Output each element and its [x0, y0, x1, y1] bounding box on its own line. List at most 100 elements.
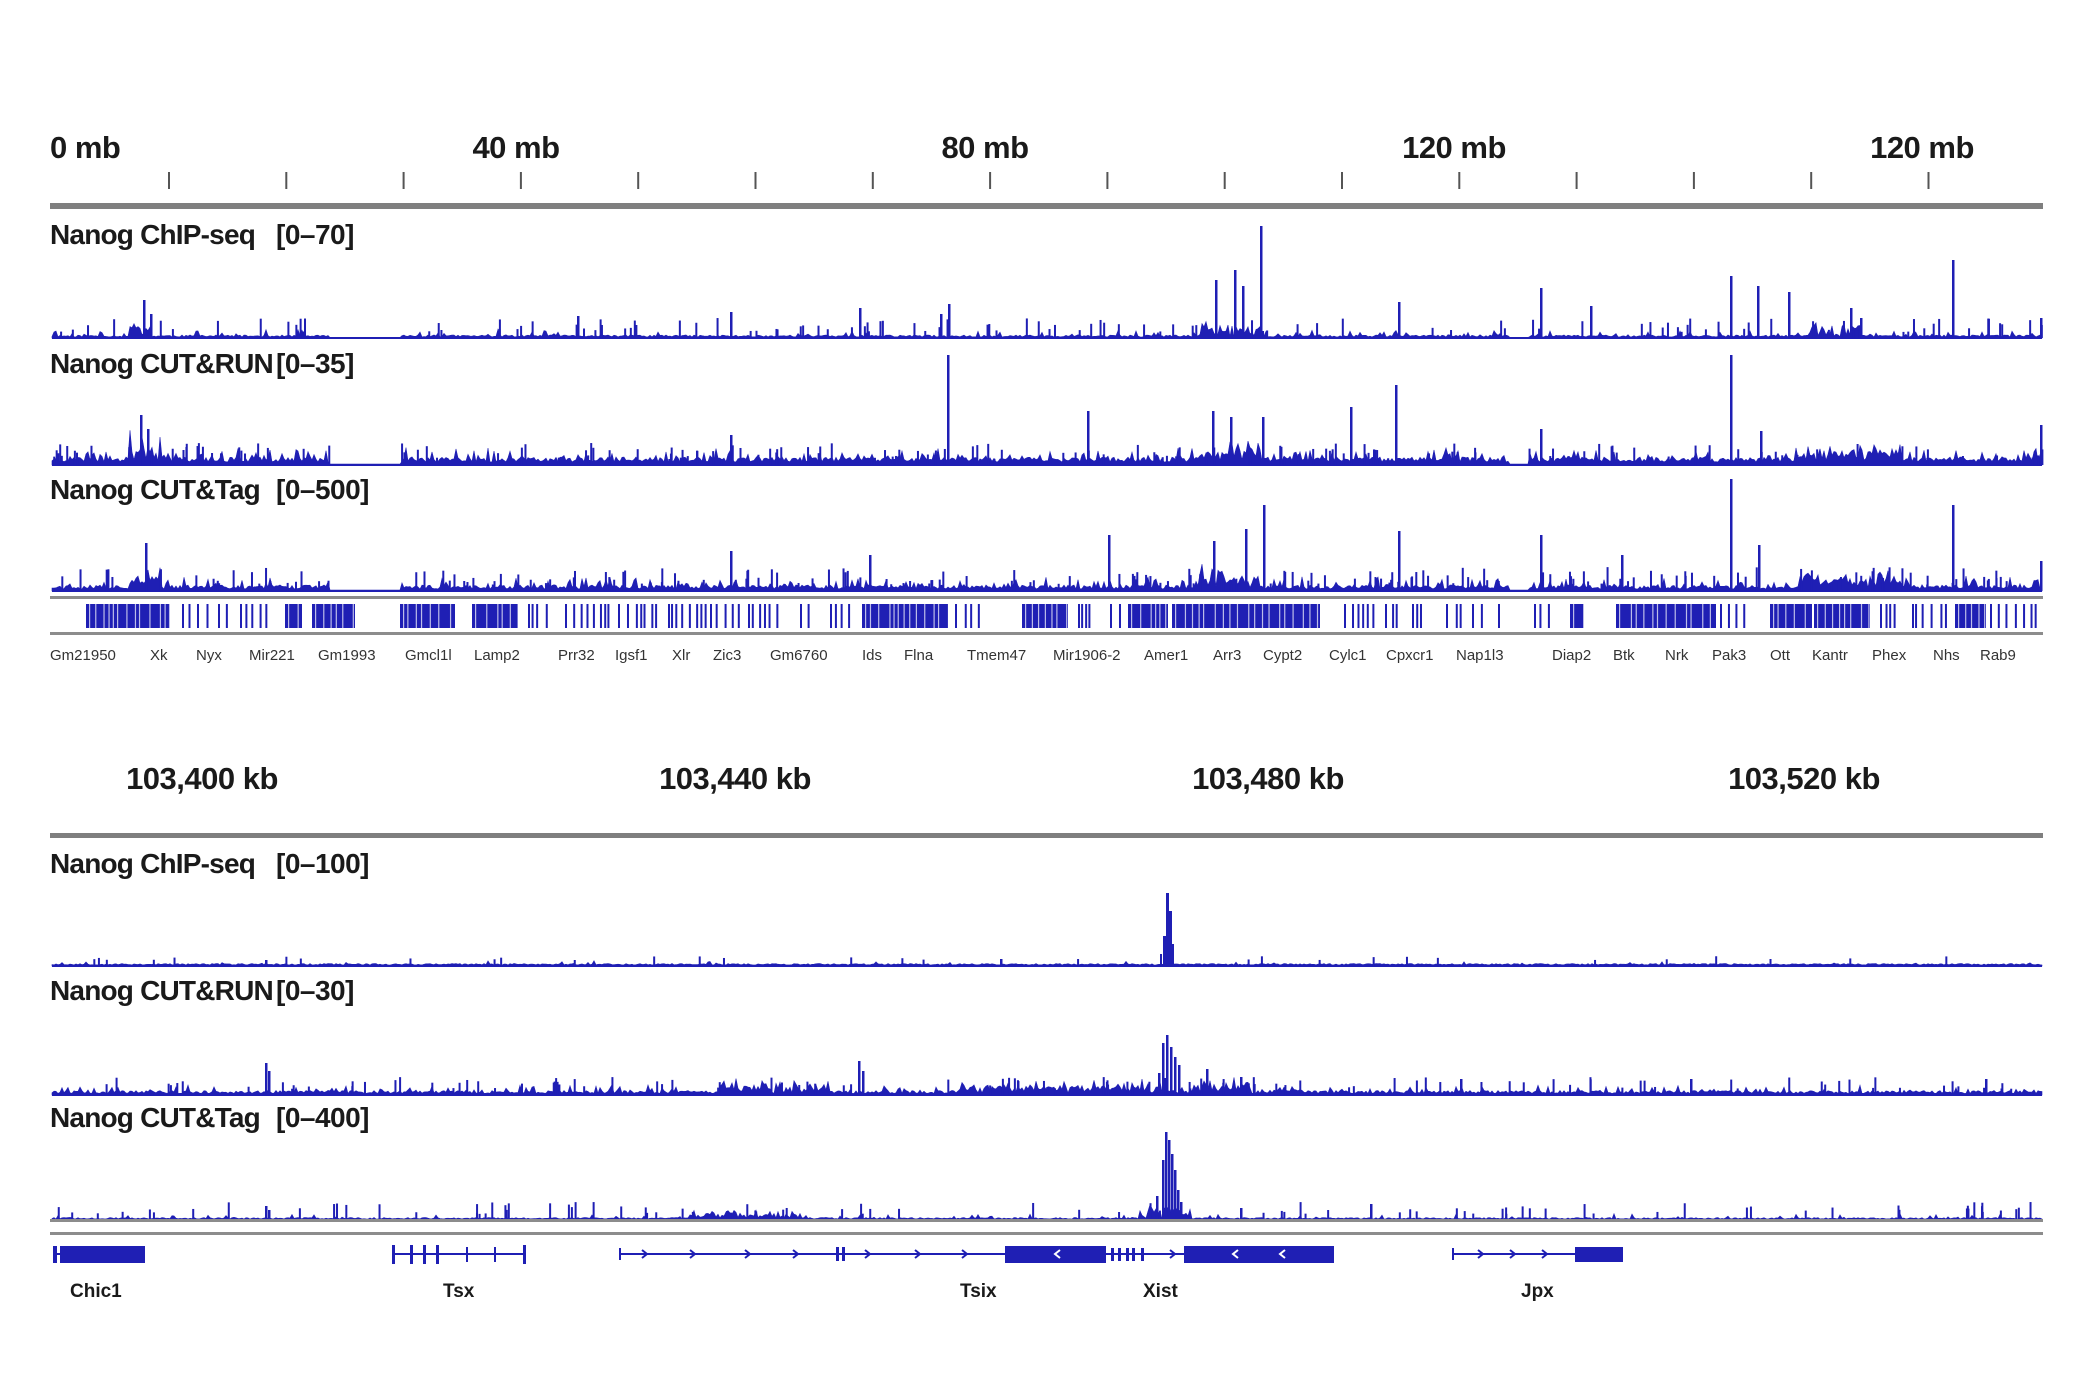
strand-arrow: [689, 1249, 697, 1259]
signal-peak: [544, 583, 547, 591]
signal-peak: [1582, 571, 1585, 591]
signal-peak: [870, 457, 873, 465]
signal-peak: [1369, 571, 1372, 591]
signal-peak: [1736, 1088, 1739, 1095]
gene-feature: [2005, 604, 2008, 628]
signal-peak: [57, 1207, 60, 1220]
signal-peak: [776, 329, 779, 338]
signal-profile: [51, 564, 2043, 592]
signal-peak: [1405, 956, 1408, 966]
signal-peak: [629, 327, 632, 338]
ruler-label: 40 mb: [472, 130, 559, 165]
gene-feature-gap: [1309, 604, 1311, 628]
signal-peak: [105, 569, 108, 591]
gene-feature-gap: [1630, 604, 1633, 628]
signal-peak: [1372, 957, 1375, 966]
signal-peak: [250, 572, 253, 591]
signal-peak: [484, 1213, 487, 1220]
signal-peak: [1178, 447, 1181, 465]
signal-peak: [716, 318, 719, 338]
signal-peak: [1923, 328, 1926, 338]
signal-peak: [1280, 1210, 1283, 1220]
ruler-tick: [637, 172, 640, 189]
bottom-gene-track: [50, 1219, 2043, 1264]
signal-peak: [1393, 1078, 1396, 1095]
signal-peak: [476, 1204, 479, 1220]
signal-peak: [1996, 455, 1999, 465]
signal-peak: [624, 328, 627, 338]
signal-peak: [1983, 576, 1986, 591]
signal-peak: [2041, 449, 2044, 465]
gene-feature: [763, 604, 766, 628]
signal-peak: [583, 328, 586, 338]
signal-peak: [698, 956, 701, 966]
signal-peak: [1212, 411, 1215, 465]
signal-peak: [695, 322, 698, 338]
signal-peak: [783, 583, 786, 591]
signal-peak: [1168, 1140, 1171, 1220]
signal-peak: [1188, 568, 1191, 591]
signal-peak: [989, 1085, 992, 1095]
signal-peak: [842, 1085, 845, 1095]
signal-peak: [622, 571, 625, 591]
signal-peak: [79, 569, 82, 591]
signal-peak: [1831, 1207, 1834, 1220]
signal-peak: [1250, 329, 1253, 338]
signal-peak: [1200, 1078, 1203, 1095]
signal-peak: [686, 456, 689, 465]
signal-peak: [1415, 1080, 1418, 1095]
gene-feature-gap: [1131, 604, 1133, 628]
signal-peak: [159, 320, 162, 338]
signal-peak: [147, 429, 150, 465]
signal-peak: [1262, 417, 1265, 465]
gene-feature: [731, 604, 734, 628]
gene-feature-gap: [315, 604, 317, 628]
signal-peak: [1666, 322, 1669, 338]
gene-feature: [2014, 604, 2017, 628]
gene-feature-gap: [1031, 604, 1033, 628]
signal-peak: [269, 581, 272, 591]
gene-feature: [285, 604, 302, 628]
gene-feature: [1385, 604, 1387, 628]
gene-label: Xlr: [672, 647, 690, 664]
gene-feature: [188, 604, 191, 628]
gene-label: Btk: [1613, 647, 1635, 664]
signal-peak: [775, 328, 778, 338]
signal-peak: [841, 1209, 844, 1220]
gene-feature-gap: [915, 604, 917, 628]
exon-block: [436, 1245, 439, 1264]
signal-peak: [1684, 575, 1687, 591]
signal-peak: [745, 578, 748, 591]
gene-track-border-bottom: [50, 632, 2043, 635]
signal-peak: [1951, 582, 1954, 591]
signal-peak: [71, 1212, 74, 1220]
track-name: Nanog CUT&Tag: [50, 474, 260, 505]
gene-label: Xist: [1143, 1281, 1179, 1302]
exon-block: [836, 1247, 839, 1261]
gene-label: Phex: [1872, 647, 1907, 664]
signal-peak: [1029, 582, 1032, 591]
signal-peak: [557, 457, 560, 465]
gene-feature: [225, 604, 228, 628]
track-label-cuttag: Nanog CUT&Tag [0–400]: [50, 1102, 370, 1133]
signal-peak: [1008, 1077, 1011, 1095]
signal-peak: [1304, 1213, 1307, 1220]
signal-peak: [1166, 581, 1169, 591]
signal-peak: [148, 1209, 151, 1220]
signal-peak: [1388, 582, 1391, 591]
signal-peak: [507, 1203, 510, 1220]
ruler-label: 80 mb: [941, 130, 1028, 165]
signal-peak: [1001, 1078, 1004, 1095]
signal-peak: [1269, 583, 1272, 591]
signal-peak: [1158, 1073, 1161, 1095]
signal-peak: [1633, 447, 1636, 465]
signal-peak: [879, 321, 882, 338]
gene-feature: [671, 604, 674, 628]
gene-feature-gap: [1268, 604, 1270, 628]
gene-feature: [635, 604, 638, 628]
signal-peak: [592, 1202, 595, 1220]
signal-peak: [196, 446, 199, 465]
signal-peak: [1312, 448, 1315, 465]
signal-peak: [1838, 1080, 1841, 1095]
